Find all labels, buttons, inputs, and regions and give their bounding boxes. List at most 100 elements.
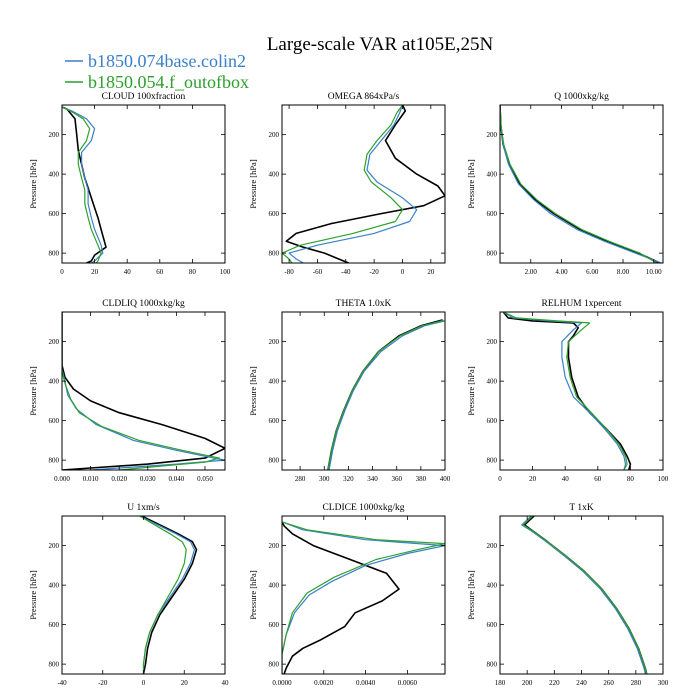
x-tick-label: 220 bbox=[549, 679, 560, 687]
x-tick-label: 0.0020 bbox=[314, 679, 334, 687]
y-tick-label: 200 bbox=[49, 542, 60, 550]
panel-title: RELHUM 1xpercent bbox=[542, 299, 622, 309]
x-tick-label: 100 bbox=[220, 268, 231, 276]
x-tick-label: 40 bbox=[124, 268, 132, 276]
x-tick-label: 400 bbox=[440, 475, 451, 483]
y-tick-label: 600 bbox=[487, 417, 498, 425]
panel-title: OMEGA 864xPa/s bbox=[328, 92, 400, 102]
x-tick-label: 0.000 bbox=[54, 475, 70, 483]
y-axis-label: Pressure [hPa] bbox=[248, 159, 258, 209]
panel-9: T 1xK Pressure [hPa] 180 200 220 240 260 280 300… bbox=[466, 503, 669, 687]
panel-4: CLDLIQ 1000xkg/kg Pressure [hPa] 0.000 0.01… bbox=[28, 299, 226, 483]
series-line-1 bbox=[523, 516, 648, 674]
x-tick-label: 20 bbox=[91, 268, 99, 276]
y-axis-label: Pressure [hPa] bbox=[248, 366, 258, 416]
series-line-3 bbox=[62, 106, 102, 263]
x-tick-label: 20 bbox=[427, 268, 435, 276]
x-tick-label: 40 bbox=[222, 679, 230, 687]
series-line-3 bbox=[522, 516, 648, 674]
series-line-3 bbox=[282, 521, 445, 674]
x-tick-label: 20 bbox=[529, 475, 537, 483]
x-tick-label: 0.030 bbox=[140, 475, 156, 483]
y-tick-label: 800 bbox=[487, 661, 498, 669]
x-tick-label: 0 bbox=[498, 475, 502, 483]
y-tick-label: 200 bbox=[269, 338, 280, 346]
x-tick-label: 240 bbox=[576, 679, 587, 687]
plot-frame bbox=[281, 104, 446, 264]
x-tick-label: 8.00 bbox=[617, 268, 630, 276]
x-tick-label: 80 bbox=[189, 268, 197, 276]
plot-frame bbox=[61, 104, 226, 264]
y-tick-label: 800 bbox=[49, 661, 60, 669]
legend-label-2: b1850.054.f_outofbox bbox=[88, 72, 249, 92]
y-axis-label: Pressure [hPa] bbox=[248, 570, 258, 620]
y-tick-label: 600 bbox=[487, 210, 498, 218]
x-tick-label: 200 bbox=[522, 679, 533, 687]
y-tick-label: 400 bbox=[269, 582, 280, 590]
series-line-2 bbox=[288, 105, 418, 263]
series-line-3 bbox=[138, 516, 187, 674]
y-tick-label: 400 bbox=[49, 378, 60, 386]
y-tick-label: 800 bbox=[487, 457, 498, 465]
y-tick-label: 600 bbox=[49, 417, 60, 425]
y-tick-label: 400 bbox=[487, 378, 498, 386]
y-axis-label: Pressure [hPa] bbox=[28, 366, 38, 416]
y-axis-label: Pressure [hPa] bbox=[28, 570, 38, 620]
series-line-2 bbox=[138, 516, 195, 674]
panel-title: CLDICE 1000xkg/kg bbox=[322, 503, 404, 513]
legend: b1850.074base.colin2 b1850.054.f_outofbo… bbox=[65, 51, 249, 92]
y-axis-label: Pressure [hPa] bbox=[28, 159, 38, 209]
series-line-3 bbox=[500, 105, 658, 263]
panel-1: CLOUD 100xfraction Pressure [hPa] 0 20 40 60 8… bbox=[28, 91, 231, 276]
x-tick-label: 80 bbox=[627, 475, 635, 483]
series-line-2 bbox=[502, 312, 627, 470]
x-tick-label: 0 bbox=[60, 268, 64, 276]
y-tick-label: 800 bbox=[49, 250, 60, 258]
series-line-3 bbox=[282, 105, 404, 263]
series-line-1 bbox=[139, 516, 198, 674]
series-line-1 bbox=[500, 105, 661, 263]
panel-2: OMEGA 864xPa/s Pressure [hPa] -80 -60 -40 -20… bbox=[248, 92, 446, 276]
series-line-2 bbox=[521, 516, 646, 674]
x-tick-label: 340 bbox=[367, 475, 378, 483]
y-tick-label: 600 bbox=[269, 417, 280, 425]
y-tick-label: 600 bbox=[269, 210, 280, 218]
panel-7: U 1xm/s Pressure [hPa] -40 -20 0 20 40 200 400 60… bbox=[28, 503, 229, 687]
y-tick-label: 200 bbox=[269, 131, 280, 139]
x-tick-label: -40 bbox=[341, 268, 351, 276]
panel-title: T 1xK bbox=[569, 503, 594, 513]
plot-frame bbox=[281, 515, 446, 675]
y-tick-label: 200 bbox=[487, 542, 498, 550]
panel-title: CLDLIQ 1000xkg/kg bbox=[102, 299, 185, 309]
x-tick-label: 0.0060 bbox=[398, 679, 418, 687]
x-tick-label: 60 bbox=[156, 268, 164, 276]
y-tick-label: 200 bbox=[487, 338, 498, 346]
x-tick-label: 0.020 bbox=[111, 475, 127, 483]
y-tick-label: 600 bbox=[49, 621, 60, 629]
x-tick-label: -20 bbox=[98, 679, 108, 687]
y-tick-label: 800 bbox=[269, 457, 280, 465]
y-tick-label: 200 bbox=[269, 542, 280, 550]
x-tick-label: 2.00 bbox=[525, 268, 538, 276]
x-tick-label: 300 bbox=[658, 679, 669, 687]
series-line-2 bbox=[282, 521, 445, 674]
plot-frame bbox=[61, 515, 226, 675]
series-line-1 bbox=[282, 521, 400, 674]
plot-frame bbox=[499, 311, 664, 471]
y-tick-label: 800 bbox=[269, 661, 280, 669]
x-tick-label: 380 bbox=[416, 475, 427, 483]
series-line-2 bbox=[328, 320, 445, 470]
panel-title: CLOUD 100xfraction bbox=[102, 91, 186, 102]
y-tick-label: 400 bbox=[49, 171, 60, 179]
series-line-2 bbox=[62, 106, 104, 263]
x-tick-label: 0.040 bbox=[169, 475, 185, 483]
x-tick-label: -20 bbox=[369, 268, 379, 276]
x-tick-label: 280 bbox=[631, 679, 642, 687]
panel-grid: CLOUD 100xfraction Pressure [hPa] 0 20 40 60 8… bbox=[28, 91, 669, 687]
x-tick-label: 20 bbox=[181, 679, 189, 687]
series-line-2 bbox=[62, 312, 225, 470]
y-tick-label: 200 bbox=[49, 338, 60, 346]
series-line-3 bbox=[503, 312, 628, 470]
x-tick-label: 6.00 bbox=[586, 268, 599, 276]
